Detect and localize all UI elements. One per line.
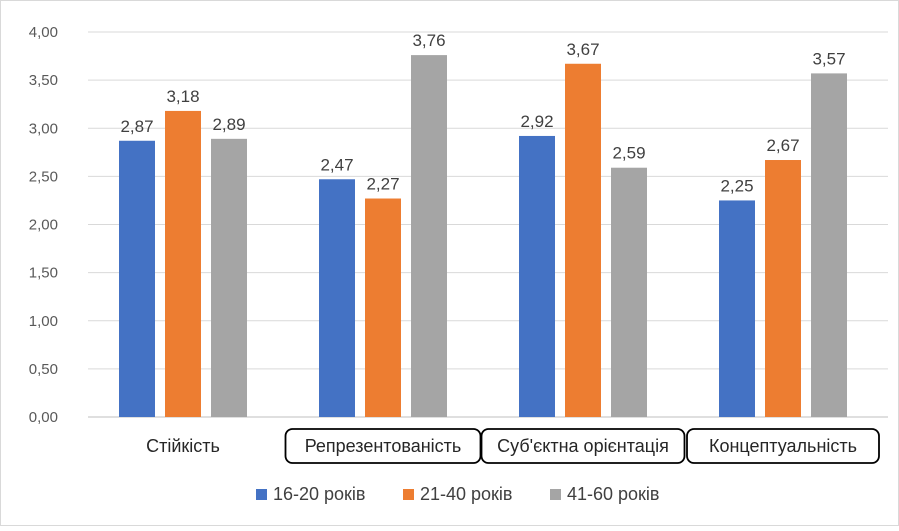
legend-label: 41-60 років: [567, 484, 660, 504]
category-box: [686, 428, 880, 464]
x-category-label: Концептуальність: [709, 436, 857, 456]
x-category-label: Стійкість: [146, 436, 220, 456]
y-axis: 0,00 0,50 1,00 1,50 2,00 2,50 3,00 3,50 4,00: [29, 24, 58, 426]
bar: [319, 179, 355, 417]
legend: 16-20 років 21-40 років 41-60 років: [256, 484, 660, 504]
bar: [811, 73, 847, 417]
x-category-label: Суб'єктна орієнтація: [497, 436, 669, 456]
legend-swatch: [403, 489, 414, 500]
y-tick-label: 1,00: [29, 313, 58, 330]
bar: [165, 110, 201, 418]
category-box: [480, 428, 686, 464]
legend-label: 21-40 років: [420, 484, 513, 504]
bar: [211, 138, 247, 417]
x-axis: Стійкість Репрезентованість Суб'єктна оріє…: [146, 428, 880, 464]
legend-swatch: [256, 489, 267, 500]
y-tick-label: 1,50: [29, 265, 58, 282]
data-label: 2,59: [612, 144, 645, 163]
data-label: 2,47: [320, 155, 353, 174]
data-label: 3,57: [812, 49, 845, 68]
bar: [519, 135, 555, 417]
y-tick-label: 3,00: [29, 120, 58, 137]
data-label: 2,87: [120, 117, 153, 136]
data-labels: 2,87 3,18 2,89 2,47 2,27 3,76 2,92 3,67 2,59 2,25…: [120, 31, 845, 195]
data-label: 2,25: [720, 176, 753, 195]
legend-swatch: [550, 489, 561, 500]
legend-label: 16-20 років: [273, 484, 366, 504]
data-label: 2,27: [366, 175, 399, 194]
bar: [119, 140, 155, 417]
data-label: 3,76: [412, 31, 445, 50]
data-label: 2,67: [766, 136, 799, 155]
bar: [611, 167, 647, 417]
y-tick-label: 0,50: [29, 361, 58, 378]
x-category-label: Репрезентованість: [305, 436, 462, 456]
bar: [565, 63, 601, 417]
y-tick-label: 4,00: [29, 24, 58, 41]
y-tick-label: 2,00: [29, 217, 58, 234]
bar: [411, 55, 447, 417]
category-box: [284, 428, 482, 464]
data-label: 3,18: [166, 87, 199, 106]
y-tick-label: 0,00: [29, 409, 58, 426]
data-label: 3,67: [566, 40, 599, 59]
bar: [719, 200, 755, 417]
bars: [119, 55, 847, 418]
bar: [765, 160, 801, 417]
y-tick-label: 3,50: [29, 72, 58, 89]
y-tick-label: 2,50: [29, 168, 58, 185]
data-label: 2,92: [520, 112, 553, 131]
bar: [365, 198, 401, 417]
data-label: 2,89: [212, 115, 245, 134]
